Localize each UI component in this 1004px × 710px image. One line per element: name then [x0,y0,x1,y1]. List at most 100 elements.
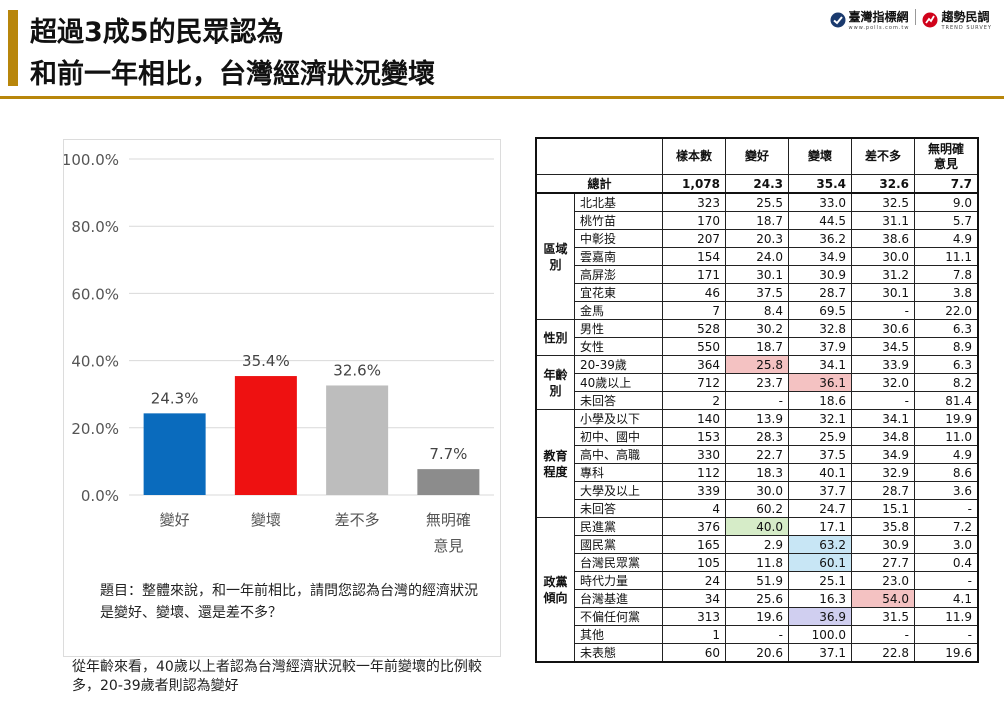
row-value: 37.7 [788,481,852,500]
row-value: 36.2 [788,229,852,248]
y-tick-label: 0.0% [81,487,119,505]
column-header: 變壞 [788,137,852,175]
table-row: 台灣基進 34 25.6 16.3 54.0 4.1 [536,589,979,608]
row-value: 40.1 [788,463,852,482]
row-value: 11.8 [725,553,789,572]
trend-survey-logo-name: 趨勢民調 [941,10,990,24]
row-value: 34.9 [851,445,915,464]
row-value: - [914,499,979,518]
row-value: 8.4 [725,301,789,320]
row-value: 30.9 [788,265,852,284]
row-value: 11.1 [914,247,979,266]
data-label: 35.4% [242,352,290,370]
polls-logo-url: www.polls.com.tw [848,25,910,31]
row-value: - [725,625,789,644]
row-value: 37.1 [788,643,852,663]
column-header: 差不多 [851,137,915,175]
row-value: 5.7 [914,211,979,230]
data-label: 32.6% [333,361,381,379]
row-value: 31.2 [851,265,915,284]
table-row: 未回答 2-18.6-81.4 [536,391,979,410]
row-value: 37.5 [788,445,852,464]
row-label: 桃竹苗 [574,211,663,230]
row-value: 16.3 [788,589,852,608]
row-value: 25.1 [788,571,852,590]
row-value: 28.7 [851,481,915,500]
total-value: 24.3 [725,174,789,194]
total-value: 7.7 [914,174,979,194]
row-label: 高中、高職 [574,445,663,464]
row-value: 30.2 [725,319,789,338]
row-value: 37.9 [788,337,852,356]
row-value: 20.6 [725,643,789,663]
group-label: 性別 [535,319,575,356]
data-label: 24.3% [151,389,199,407]
row-label: 金馬 [574,301,663,320]
row-value: 528 [662,319,726,338]
row-value: 60.1 [788,553,852,572]
row-label: 大學及以上 [574,481,663,500]
row-label: 未回答 [574,499,663,518]
row-label: 民進黨 [574,517,663,536]
row-value: 3.0 [914,535,979,554]
row-label: 男性 [574,319,663,338]
row-value: 33.0 [788,192,852,212]
total-value: 1,078 [662,174,726,194]
row-value: 30.6 [851,319,915,338]
row-value: 19.6 [725,607,789,626]
row-value: 35.8 [851,517,915,536]
row-value: 6.3 [914,319,979,338]
table-row: 未回答 4 60.2 24.7 15.1- [536,499,979,518]
row-value: 34 [662,589,726,608]
row-value: 22.7 [725,445,789,464]
x-category-label: 無明確 [426,511,471,529]
row-value: 60.2 [725,499,789,518]
total-label: 總計 [535,174,663,194]
row-value: 32.1 [788,409,852,428]
row-value: 17.1 [788,517,852,536]
row-value: 20.3 [725,229,789,248]
row-value: 13.9 [725,409,789,428]
table-row: 高屏澎 171 30.1 30.9 31.2 7.8 [536,265,979,284]
table-row: 宜花東 46 37.5 28.7 30.1 3.8 [536,283,979,302]
row-value: 1 [662,625,726,644]
y-tick-label: 20.0% [71,420,119,438]
row-label: 小學及以下 [574,409,663,428]
row-value: 24 [662,571,726,590]
column-header: 無明確 意見 [914,137,979,175]
row-value: - [851,625,915,644]
group-label: 年齡別 [535,355,575,410]
row-value: 23.0 [851,571,915,590]
bar-chart: 0.0% 20.0% 40.0% 60.0% 80.0% 100.0% 24.3% 變好 35.… [64,151,494,555]
row-value: - [725,391,789,410]
title-accent-bar [8,10,18,86]
row-label: 40歲以上 [574,373,663,392]
table-row: 教育 程度 小學及以下 140 13.9 32.1 34.1 19.9 [535,409,979,518]
row-value: 313 [662,607,726,626]
column-header: 變好 [725,137,789,175]
row-value: 112 [662,463,726,482]
row-value: - [851,301,915,320]
polls-logo: 臺灣指標網 www.polls.com.tw [830,8,910,31]
y-tick-label: 80.0% [71,218,119,236]
row-value: 207 [662,229,726,248]
row-value: 11.0 [914,427,979,446]
row-label: 其他 [574,625,663,644]
x-category-label: 意見 [433,537,463,555]
row-value: 3.6 [914,481,979,500]
row-value: 37.5 [725,283,789,302]
row-value: 153 [662,427,726,446]
logo-group: 臺灣指標網 www.polls.com.tw 趨勢民調 TREND SURVEY [830,8,992,38]
row-value: 339 [662,481,726,500]
row-value: 32.0 [851,373,915,392]
x-category-label: 變好 [160,511,190,529]
y-tick-label: 100.0% [64,151,119,169]
row-label: 宜花東 [574,283,663,302]
row-value: 8.6 [914,463,979,482]
row-value: 6.3 [914,355,979,374]
row-value: 18.3 [725,463,789,482]
row-value: - [914,625,979,644]
table-row: 女性 550 18.7 37.9 34.5 8.9 [536,337,979,356]
row-value: 32.8 [788,319,852,338]
row-value: 31.5 [851,607,915,626]
